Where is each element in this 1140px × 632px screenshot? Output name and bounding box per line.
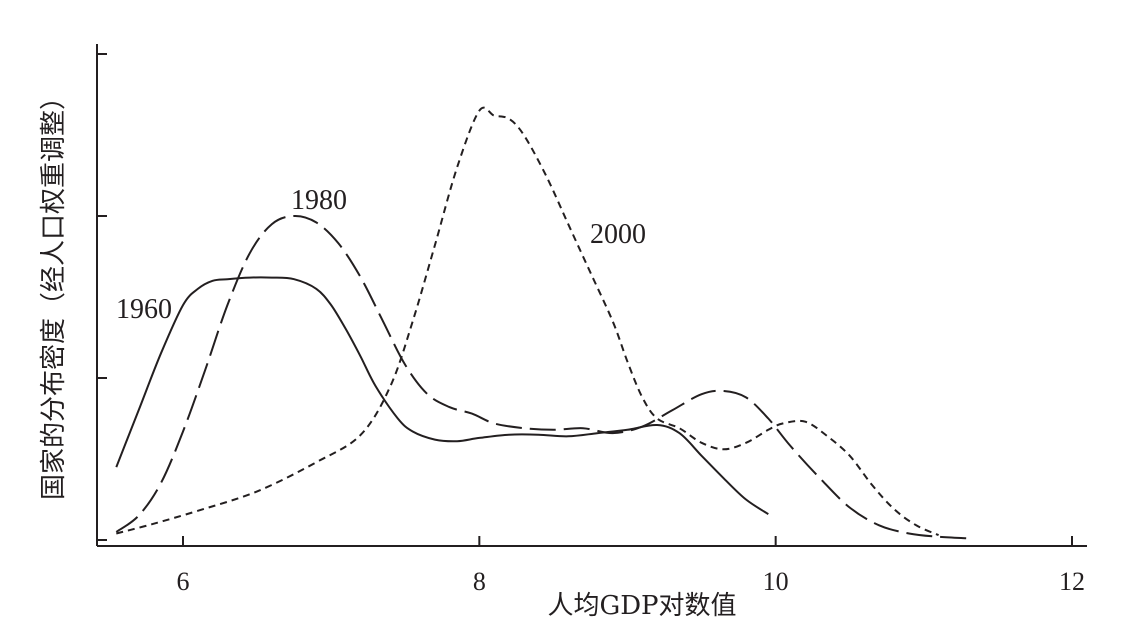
- axes: [96, 44, 1087, 547]
- x-tick-label: 12: [1059, 567, 1085, 596]
- series-line-1980: [115, 214, 969, 540]
- series-label-1960: 1960: [116, 294, 172, 325]
- x-tick-label: 6: [177, 567, 190, 596]
- y-axis-title: 国家的分布密度（经人口权重调整）: [39, 84, 69, 500]
- series-label-2000: 2000: [590, 219, 646, 250]
- x-tick-label: 8: [473, 567, 486, 596]
- series-line-2000: [116, 106, 939, 537]
- series-line-1960: [115, 276, 769, 515]
- ticks: 6 8 10 12: [97, 53, 1085, 596]
- series-label-1980: 1980: [291, 185, 347, 216]
- series-labels: 1960 1980 2000: [116, 185, 646, 325]
- x-axis-title: 人均GDP对数值: [547, 591, 736, 621]
- series-lines: [115, 106, 969, 540]
- x-tick-label: 10: [763, 567, 789, 596]
